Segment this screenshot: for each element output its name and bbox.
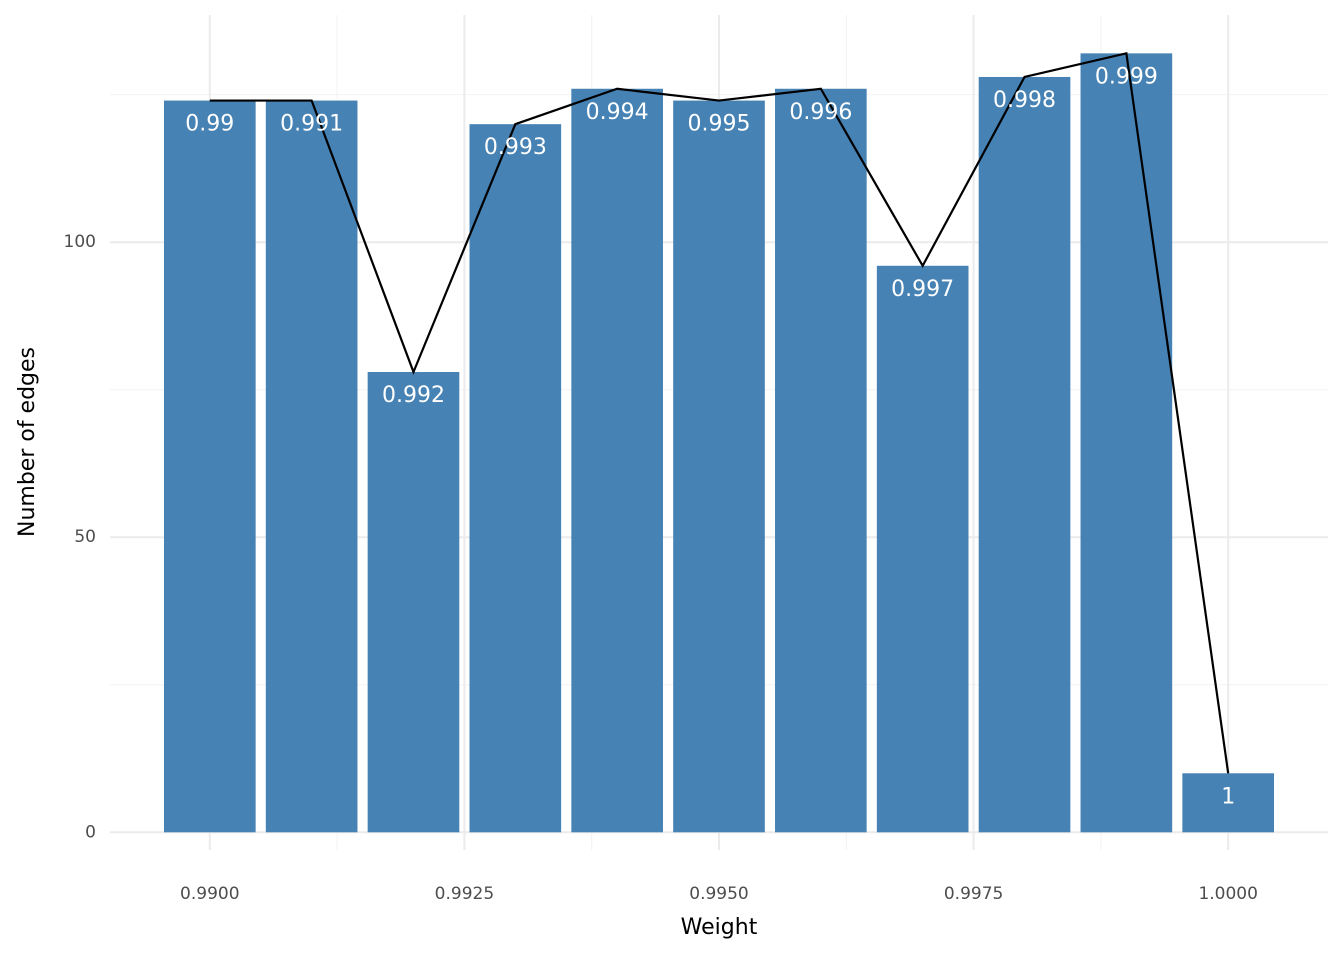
bar: [1080, 53, 1173, 833]
x-tick-label: 1.0000: [1198, 884, 1257, 904]
y-axis-title: Number of edges: [15, 347, 40, 537]
bar: [673, 100, 765, 833]
bar-label: 0.996: [789, 100, 852, 125]
y-tick-label: 0: [85, 822, 96, 842]
bar: [265, 100, 358, 833]
bar-label: 1: [1221, 784, 1235, 809]
marks: 0.99 0.991 0.992 0.993 0.994 0.995 0.996 0.997 0…: [163, 52, 1275, 833]
bar-label: 0.997: [891, 277, 954, 302]
y-tick-label: 100: [64, 232, 96, 252]
bar: [775, 88, 867, 833]
x-tick-label: 0.9975: [944, 884, 1003, 904]
x-axis-title: Weight: [681, 915, 758, 940]
y-tick-label: 50: [74, 527, 96, 547]
bar-label: 0.991: [280, 112, 343, 137]
x-tick-label: 0.9925: [435, 884, 494, 904]
bar-label: 0.99: [185, 112, 234, 137]
bar: [876, 265, 969, 833]
bar-label: 0.994: [586, 100, 649, 125]
bar-label: 0.993: [484, 135, 547, 160]
bar-label: 0.999: [1095, 64, 1158, 89]
bar-label: 0.992: [382, 383, 445, 408]
bar: [163, 100, 256, 833]
trend-line: [209, 52, 1230, 774]
bar: [571, 88, 663, 833]
bar: [367, 372, 460, 833]
x-tick-label: 0.9900: [180, 884, 239, 904]
bar-label: 0.995: [688, 112, 751, 137]
x-tick-label: 0.9950: [689, 884, 748, 904]
bar: [978, 76, 1071, 833]
bar-label: 0.998: [993, 88, 1056, 113]
bar: [469, 124, 562, 833]
bar: [1182, 773, 1275, 833]
